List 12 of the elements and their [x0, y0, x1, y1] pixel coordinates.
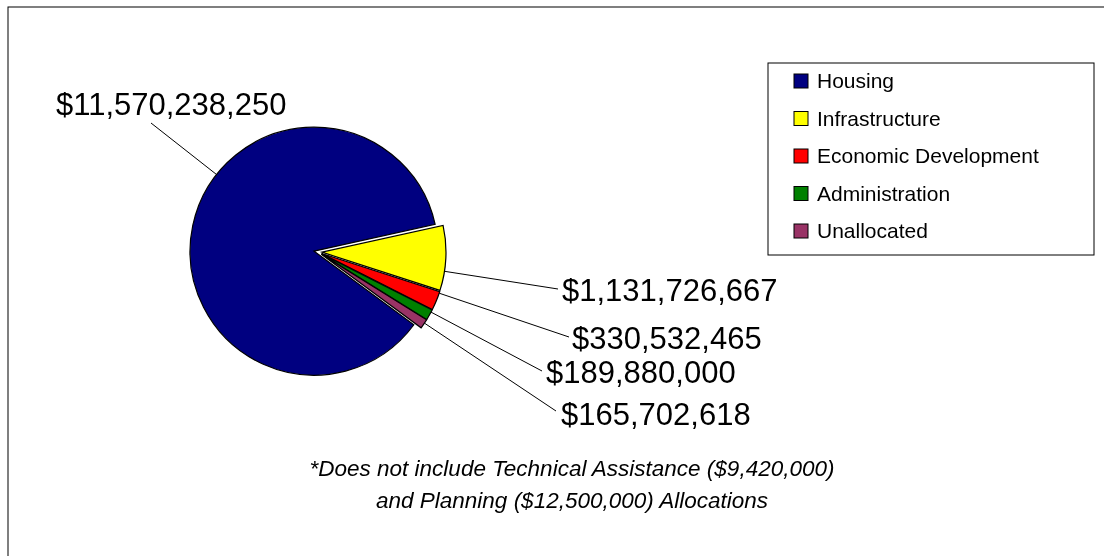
data-label: $1,131,726,667 [562, 272, 778, 308]
data-label: $189,880,000 [546, 354, 736, 390]
data-label: $11,570,238,250 [56, 86, 287, 122]
data-label: $165,702,618 [561, 396, 751, 432]
legend-label: Administration [817, 181, 951, 205]
text: and Planning ($12,500,000) Allocations [376, 487, 768, 513]
legend-label: Infrastructure [817, 106, 941, 130]
data-label: $330,532,465 [572, 320, 762, 356]
legend-label: Economic Development [817, 144, 1039, 168]
legend-label: Housing [817, 69, 895, 93]
legend-label: Unallocated [817, 219, 928, 243]
text: *Does not include Technical Assistance ($9,420,000) [309, 455, 835, 481]
